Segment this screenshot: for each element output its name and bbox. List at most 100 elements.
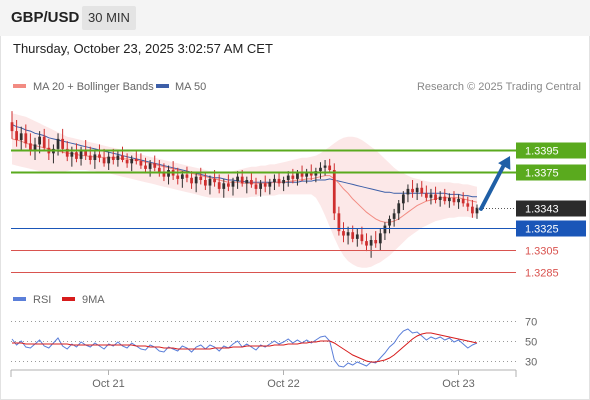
candle (176, 167, 180, 185)
candle (190, 171, 193, 189)
candle (286, 171, 290, 187)
bollinger-band (12, 113, 477, 268)
timeframe-badge[interactable]: 30 MIN (82, 6, 136, 30)
candle-body (250, 180, 253, 185)
rsi-tick-label: 50 (525, 337, 537, 349)
candle-body (134, 158, 138, 162)
candle-body (93, 154, 97, 160)
candle-body (107, 156, 111, 164)
rsi-ma-legend-label: 9MA (82, 294, 105, 306)
candle-body (346, 232, 350, 236)
level-tag-bg (516, 200, 586, 217)
candle-body (383, 225, 387, 234)
candle-body (79, 151, 83, 159)
candle (33, 137, 37, 160)
candle-body (15, 131, 18, 140)
candle-body (70, 152, 74, 157)
candle-body (434, 194, 437, 200)
candle-body (457, 198, 460, 203)
candle (466, 196, 470, 212)
candle (19, 126, 23, 150)
copyright-text: Research © 2025 Trading Central (417, 81, 581, 93)
candle-body (443, 196, 447, 202)
candle-body (125, 160, 129, 164)
level-resistance: 1.3375 (11, 164, 586, 181)
candle (144, 157, 147, 174)
candle-body (277, 178, 281, 184)
price-levels: 1.3395 1.3375 1.3343 1.3325 1.3305 1.3285 (11, 142, 586, 280)
candle-body (337, 213, 341, 232)
candle (420, 181, 424, 197)
candle-body (222, 183, 226, 189)
candle (282, 176, 286, 192)
candle-body (180, 174, 184, 179)
candle-body (300, 173, 304, 177)
x-ticks: Oct 21 Oct 22 Oct 23 (92, 370, 475, 390)
level-tag-label: 1.3325 (525, 224, 559, 236)
candle (452, 191, 456, 206)
timestamp-text: Thursday, October 23, 2025 3:02:57 AM CE… (13, 41, 273, 56)
candle-body (236, 176, 239, 182)
x-tick-label: Oct 22 (267, 378, 299, 390)
candle-body (24, 133, 28, 144)
ma50-legend-swatch (156, 84, 169, 88)
candle (245, 176, 249, 194)
level-resistance: 1.3395 (11, 142, 586, 159)
level-text-label: 1.3285 (525, 268, 559, 280)
candle (102, 148, 106, 167)
candle-body (466, 203, 470, 207)
candle-body (130, 158, 134, 164)
candle (471, 200, 474, 218)
candle-body (447, 197, 451, 202)
candle (208, 175, 212, 195)
candle (75, 143, 78, 163)
candle (415, 183, 419, 200)
candle (388, 215, 391, 234)
candle (199, 167, 203, 185)
x-axis: Oct 21 Oct 22 Oct 23 (10, 369, 517, 390)
candle-body (342, 231, 345, 236)
candle (148, 160, 152, 177)
candle (217, 174, 221, 194)
candle (355, 228, 359, 247)
candle-body (263, 183, 267, 187)
candle (411, 180, 414, 198)
candle-body (286, 175, 290, 180)
candle-body (415, 187, 419, 193)
header-bar: GBP/USD 30 MIN (0, 0, 590, 36)
candle (273, 174, 276, 190)
candle-body (475, 207, 479, 214)
candle (125, 153, 129, 168)
candle (61, 128, 65, 154)
candle-body (65, 148, 69, 157)
candle-body (401, 194, 405, 204)
candle (254, 177, 258, 195)
candle-body (374, 240, 378, 244)
candle-body (157, 167, 161, 173)
candle-body (369, 240, 373, 246)
rsi-legend: RSI 9MA (13, 294, 105, 306)
rsi-legend-label: RSI (33, 294, 51, 306)
candle (93, 150, 97, 169)
main-legend: MA 20 + Bollinger Bands MA 50 (13, 81, 206, 93)
candle-body (378, 233, 382, 244)
candle (475, 204, 479, 219)
candle (56, 133, 60, 156)
candle (319, 162, 322, 179)
candle-body (144, 165, 147, 169)
candle-body (29, 143, 32, 150)
candle (291, 168, 295, 184)
candle (397, 200, 401, 220)
candle (227, 174, 230, 192)
x-tick-label: Oct 23 (442, 378, 474, 390)
candle-body (429, 194, 433, 198)
candle (194, 173, 198, 193)
candle-body (56, 138, 60, 149)
candle (461, 192, 465, 207)
candle (369, 235, 373, 258)
forecast-arrow-icon (479, 156, 511, 211)
rsi-legend-swatch (13, 297, 26, 301)
candle (424, 185, 428, 202)
candle-body (75, 152, 78, 159)
